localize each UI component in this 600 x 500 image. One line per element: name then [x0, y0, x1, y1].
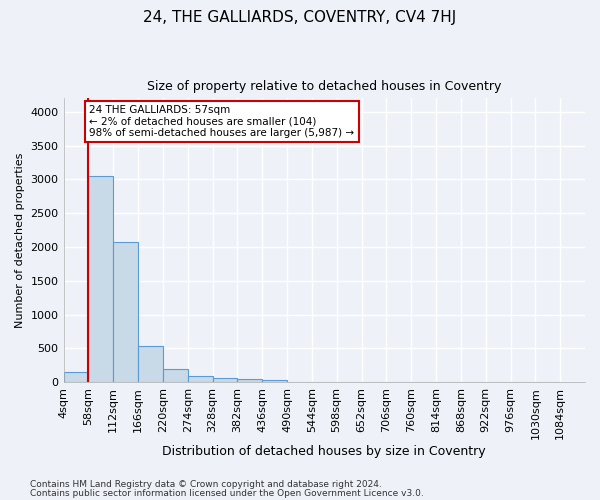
- Bar: [238, 379, 262, 382]
- Bar: [262, 380, 287, 382]
- Text: Contains HM Land Registry data © Crown copyright and database right 2024.: Contains HM Land Registry data © Crown c…: [30, 480, 382, 489]
- Text: 24, THE GALLIARDS, COVENTRY, CV4 7HJ: 24, THE GALLIARDS, COVENTRY, CV4 7HJ: [143, 10, 457, 25]
- Bar: [212, 378, 238, 382]
- Bar: [113, 242, 138, 382]
- Text: 24 THE GALLIARDS: 57sqm
← 2% of detached houses are smaller (104)
98% of semi-de: 24 THE GALLIARDS: 57sqm ← 2% of detached…: [89, 105, 355, 138]
- Bar: [138, 346, 163, 382]
- X-axis label: Distribution of detached houses by size in Coventry: Distribution of detached houses by size …: [163, 444, 486, 458]
- Bar: [163, 368, 188, 382]
- Title: Size of property relative to detached houses in Coventry: Size of property relative to detached ho…: [147, 80, 502, 93]
- Bar: [88, 176, 113, 382]
- Text: Contains public sector information licensed under the Open Government Licence v3: Contains public sector information licen…: [30, 488, 424, 498]
- Bar: [188, 376, 212, 382]
- Bar: [64, 372, 88, 382]
- Y-axis label: Number of detached properties: Number of detached properties: [15, 152, 25, 328]
